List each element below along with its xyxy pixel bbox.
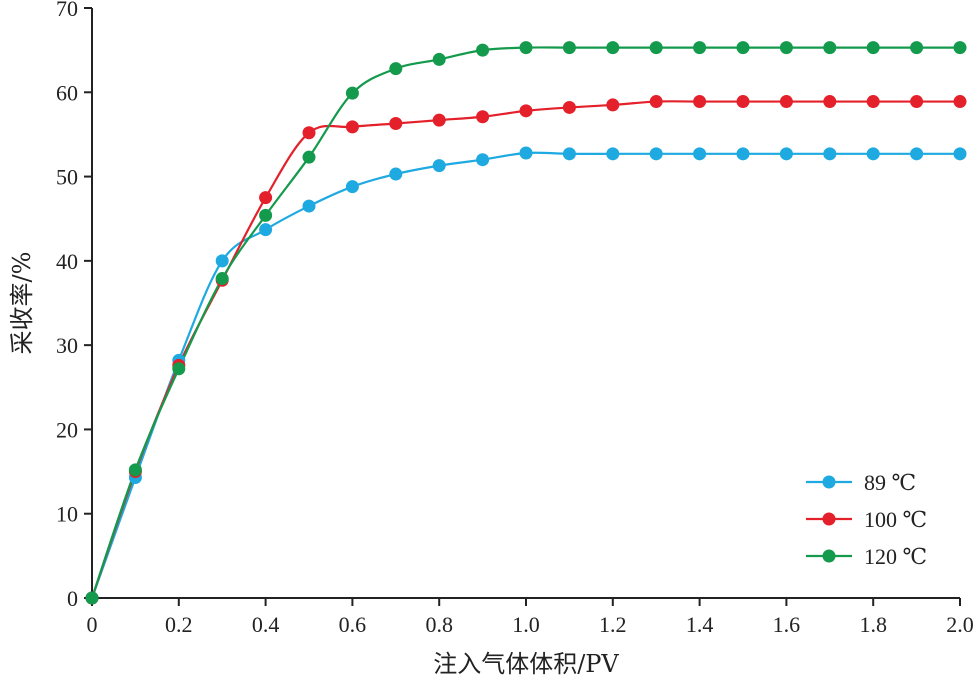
y-tick-label: 50 <box>56 165 78 190</box>
data-point <box>562 41 576 55</box>
data-point <box>953 95 967 109</box>
x-tick-label: 2.0 <box>946 612 974 637</box>
data-point <box>302 150 316 164</box>
legend: 89 ℃ 100 ℃ 120 ℃ <box>806 470 927 569</box>
legend-marker-1 <box>822 512 836 526</box>
data-point <box>476 110 490 124</box>
y-tick-label: 40 <box>56 249 78 274</box>
data-point <box>953 41 967 55</box>
data-point <box>259 191 273 205</box>
x-tick-label: 1.8 <box>859 612 887 637</box>
data-point <box>693 147 707 161</box>
data-point <box>736 95 750 109</box>
data-point <box>389 116 403 130</box>
data-point <box>606 98 620 112</box>
series-line-0 <box>90 151 960 599</box>
data-point <box>128 463 142 477</box>
series-points <box>85 41 967 605</box>
data-point <box>910 41 924 55</box>
series-line-2 <box>90 46 960 599</box>
data-point <box>649 147 663 161</box>
x-tick-label: 1.6 <box>773 612 801 637</box>
data-point <box>866 147 880 161</box>
x-tick-label: 1.0 <box>512 612 540 637</box>
data-point <box>953 147 967 161</box>
data-point <box>779 95 793 109</box>
data-point <box>562 147 576 161</box>
data-point <box>259 223 273 237</box>
data-point <box>649 41 663 55</box>
y-tick-label: 0 <box>67 586 78 611</box>
data-point <box>736 41 750 55</box>
data-point <box>389 62 403 76</box>
data-point <box>519 104 533 118</box>
data-point <box>693 41 707 55</box>
data-point <box>779 41 793 55</box>
legend-label-0: 89 ℃ <box>864 470 916 495</box>
data-point <box>345 180 359 194</box>
x-tick-label: 0.6 <box>339 612 367 637</box>
legend-label-1: 100 ℃ <box>864 507 927 532</box>
data-point <box>562 100 576 114</box>
x-tick-label: 0.8 <box>425 612 453 637</box>
data-point <box>432 52 446 66</box>
y-axis-title: 采收率/% <box>8 252 36 355</box>
data-point <box>910 147 924 161</box>
data-point <box>345 120 359 134</box>
x-tick-label: 0.2 <box>165 612 193 637</box>
y-tick-label: 60 <box>56 80 78 105</box>
data-point <box>823 95 837 109</box>
data-point <box>649 95 663 109</box>
data-point <box>302 199 316 213</box>
data-point <box>389 167 403 181</box>
legend-label-2: 120 ℃ <box>864 544 927 569</box>
x-axis-title: 注入气体体积/PV <box>433 650 619 678</box>
data-point <box>215 254 229 268</box>
data-point <box>476 153 490 167</box>
data-point <box>519 146 533 160</box>
data-point <box>606 147 620 161</box>
data-point <box>432 113 446 127</box>
ticks: 0 0.2 0.4 0.6 0.8 1.0 1.2 1.4 1.6 1.8 2.0 0 10 20 30 40… <box>56 0 974 637</box>
legend-marker-2 <box>822 549 836 563</box>
data-point <box>736 147 750 161</box>
data-point <box>432 159 446 173</box>
y-tick-label: 10 <box>56 502 78 527</box>
data-point <box>215 272 229 286</box>
y-tick-label: 30 <box>56 333 78 358</box>
data-point <box>779 147 793 161</box>
x-tick-label: 1.4 <box>686 612 714 637</box>
data-point <box>172 362 186 376</box>
data-point <box>519 41 533 55</box>
data-point <box>866 41 880 55</box>
data-point <box>85 591 99 605</box>
x-tick-label: 1.2 <box>599 612 627 637</box>
data-point <box>476 43 490 57</box>
data-point <box>910 95 924 109</box>
series-lines <box>90 46 960 599</box>
y-tick-label: 70 <box>56 0 78 21</box>
data-point <box>606 41 620 55</box>
x-tick-label: 0.4 <box>252 612 280 637</box>
data-point <box>693 95 707 109</box>
data-point <box>823 41 837 55</box>
y-tick-label: 20 <box>56 417 78 442</box>
data-point <box>345 86 359 100</box>
x-tick-label: 0 <box>87 612 98 637</box>
data-point <box>259 208 273 222</box>
data-point <box>302 126 316 140</box>
data-point <box>823 147 837 161</box>
legend-marker-0 <box>822 475 836 489</box>
data-point <box>866 95 880 109</box>
